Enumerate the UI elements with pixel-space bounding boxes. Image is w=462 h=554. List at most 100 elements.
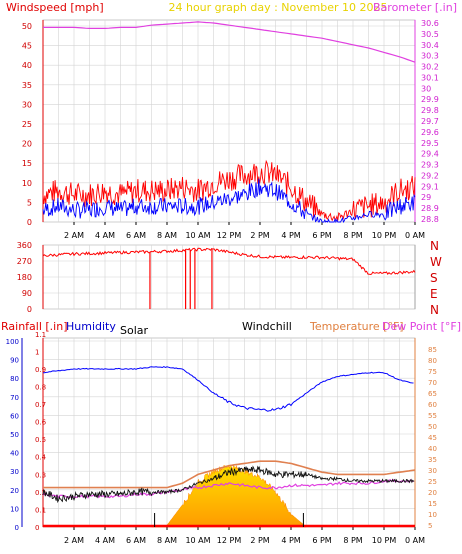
barometer-tick-label: 29.8 <box>421 106 439 115</box>
temperature-tick-label: 50 <box>428 423 437 431</box>
direction-tick-label: 0 <box>27 305 32 314</box>
windspeed-tick-label: 15 <box>22 159 32 168</box>
barometer-tick-label: 29.3 <box>421 161 439 170</box>
rain-tick-label: 1.1 <box>35 331 46 339</box>
rain-tick-label: 1 <box>35 348 39 356</box>
rain-tick-label: 0.2 <box>35 489 46 497</box>
x-tick-label: 6 AM <box>126 536 146 545</box>
wind-barometer-panel: Windspeed [mph] 24 hour graph day : Nove… <box>6 1 457 240</box>
temperature-tick-label: 80 <box>428 357 437 365</box>
temperature-tick-label: 45 <box>428 434 437 442</box>
dewpoint-axis-label: Dew Point [°F] <box>382 320 461 333</box>
barometer-tick-label: 29.1 <box>421 182 439 191</box>
rain-tick-label: 0.5 <box>35 436 46 444</box>
direction-grid <box>42 244 416 310</box>
humidity-tick-label: 80 <box>10 375 19 383</box>
x-tick-label: 4 AM <box>95 536 115 545</box>
wind-direction-line <box>42 247 416 276</box>
barometer-tick-label: 30.3 <box>421 52 439 61</box>
compass-label: E <box>430 287 438 301</box>
windchill-line <box>42 465 415 504</box>
windspeed-tick-label: 5 <box>27 198 32 207</box>
direction-tick-label: 180 <box>17 273 32 282</box>
windspeed-tick-label: 45 <box>22 42 32 51</box>
x-tick-label: 8 AM <box>157 536 177 545</box>
wind-series <box>42 21 416 224</box>
rain-tick-label: 0.6 <box>35 419 47 427</box>
windspeed-tick-label: 10 <box>22 179 32 188</box>
x-tick-label: 4 PM <box>281 231 300 240</box>
barometer-tick-label: 29.6 <box>421 128 439 137</box>
barometer-axis-label: Barometer [.in] <box>373 1 457 14</box>
x-tick-label: 0 AM <box>405 231 425 240</box>
temperature-tick-label: 70 <box>428 379 437 387</box>
windspeed-line <box>42 178 416 224</box>
x-tick-label: 8 PM <box>343 536 362 545</box>
x-tick-label: 2 AM <box>64 231 84 240</box>
humidity-line <box>43 366 414 412</box>
solar-axis-label: Solar <box>120 324 149 337</box>
rain-tick-label: 0.7 <box>35 401 46 409</box>
barometer-tick-label: 30.5 <box>421 30 439 39</box>
graph-title: 24 hour graph day : November 10 2025 <box>168 1 387 14</box>
temperature-tick-label: 85 <box>428 346 437 354</box>
temperature-line <box>43 460 416 489</box>
temperature-tick-label: 60 <box>428 401 437 409</box>
compass-label: S <box>430 271 438 285</box>
barometer-tick-label: 30.1 <box>421 73 439 82</box>
temperature-tick-label: 75 <box>428 368 437 376</box>
barometer-tick-label: 30.2 <box>421 63 439 72</box>
barometer-tick-label: 28.8 <box>421 215 439 224</box>
x-tick-label: 4 AM <box>95 231 115 240</box>
temperature-tick-label: 55 <box>428 412 437 420</box>
humidity-tick-label: 0 <box>15 524 19 532</box>
temperature-axis-label: Temperature [°F] <box>309 320 404 333</box>
humidity-tick-label: 20 <box>10 487 19 495</box>
barometer-tick-label: 29.5 <box>421 139 439 148</box>
x-tick-label: 2 PM <box>250 231 269 240</box>
temperature-tick-label: 20 <box>428 489 437 497</box>
humidity-tick-label: 50 <box>10 431 19 439</box>
barometer-tick-label: 30 <box>421 84 431 93</box>
barometer-line <box>43 21 416 63</box>
x-tick-label: 4 PM <box>281 536 300 545</box>
x-tick-label: 10 PM <box>372 536 397 545</box>
humidity-tick-label: 70 <box>10 394 19 402</box>
temperature-tick-label: 40 <box>428 445 437 453</box>
x-tick-label: 8 AM <box>157 231 177 240</box>
x-tick-label: 0 AM <box>405 536 425 545</box>
gust-line <box>42 159 416 222</box>
humidity-tick-label: 90 <box>10 357 19 365</box>
rain-tick-label: 0.8 <box>35 383 46 391</box>
windspeed-tick-label: 20 <box>22 140 32 149</box>
temperature-tick-label: 15 <box>428 500 437 508</box>
x-tick-label: 6 PM <box>312 536 331 545</box>
temperature-tick-label: 10 <box>428 511 437 519</box>
wind-axes: 0510152025303540455028.828.92929.129.229… <box>22 19 439 240</box>
climate-series <box>42 366 416 528</box>
windspeed-tick-label: 0 <box>27 218 32 227</box>
direction-tick-label: 90 <box>22 289 32 298</box>
windspeed-tick-label: 35 <box>22 81 32 90</box>
x-tick-label: 10 AM <box>185 536 210 545</box>
temperature-tick-label: 35 <box>428 456 437 464</box>
rain-tick-label: 0.9 <box>35 366 46 374</box>
solar-area <box>151 464 308 528</box>
barometer-tick-label: 29.4 <box>421 150 439 159</box>
humidity-tick-label: 40 <box>10 450 19 458</box>
barometer-tick-label: 30.6 <box>421 19 439 28</box>
humidity-tick-label: 10 <box>10 505 19 513</box>
temperature-tick-label: 25 <box>428 478 437 486</box>
barometer-tick-label: 28.9 <box>421 204 439 213</box>
x-tick-label: 12 PM <box>217 231 242 240</box>
x-tick-label: 6 PM <box>312 231 331 240</box>
rain-tick-label: 0.4 <box>35 454 47 462</box>
humidity-tick-label: 30 <box>10 468 19 476</box>
x-tick-label: 10 PM <box>372 231 397 240</box>
barometer-tick-label: 29.9 <box>421 95 439 104</box>
humidity-axis-label: Humidity <box>66 320 116 333</box>
rain-tick-label: 0 <box>35 524 39 532</box>
barometer-tick-label: 29.7 <box>421 117 439 126</box>
